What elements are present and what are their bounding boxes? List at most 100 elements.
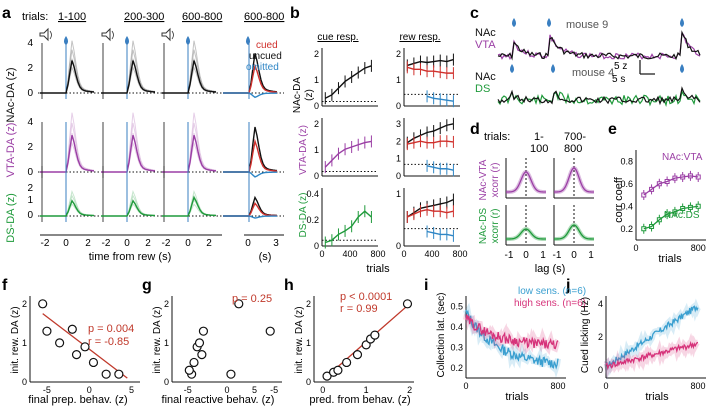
a-xtick: 2 — [85, 238, 91, 249]
scale-s: 5 s — [612, 74, 625, 85]
speaker-icon — [101, 27, 114, 42]
data-point — [265, 326, 275, 336]
xtick: -5 — [43, 385, 51, 395]
panel-g-letter: g — [142, 277, 152, 294]
data-point — [55, 338, 65, 348]
b-ytick: 1 — [396, 189, 401, 199]
panel-a-trials-label: trials: — [22, 11, 48, 23]
trial-trace — [101, 40, 156, 94]
b-ytick: 2 — [396, 136, 401, 146]
series-line — [643, 205, 699, 230]
b-xtick: 800 — [370, 249, 385, 259]
water-drop-icon — [510, 64, 514, 73]
panel-a-row-label-ds: DS-DA (z) — [5, 193, 17, 243]
data-point — [333, 365, 343, 375]
trial-trace — [40, 112, 95, 173]
d-xtick: 1 — [588, 250, 594, 261]
xtick: 800 — [690, 381, 705, 391]
panel-h-stat-p: p < 0.0001 — [340, 291, 392, 303]
panel-c-vta-label: VTA — [475, 39, 496, 51]
panel-d-plots — [505, 158, 595, 246]
b-xtick: 400 — [424, 249, 439, 259]
panel-g-stat-p: p = 0.25 — [232, 293, 272, 305]
panel-a-row-label-vta: VTA-DA (z) — [5, 123, 17, 178]
panel-e-series1-label: NAc:VTA — [662, 152, 703, 163]
b-ytick: 0 — [396, 241, 401, 251]
speaker-icon — [39, 27, 52, 42]
data-point — [184, 365, 194, 375]
data-point — [226, 369, 236, 379]
mean-trace — [162, 135, 217, 173]
panel-c-mouse9: mouse 9 — [566, 19, 608, 31]
xtick: -5 — [184, 385, 192, 395]
data-point — [101, 369, 111, 379]
panel-j-xlabel: trials — [645, 391, 669, 403]
d-xtick: -1 — [505, 250, 514, 261]
a-xlabel-right: (s) — [259, 251, 272, 263]
panel-a-col3-header: 600-800 — [182, 11, 222, 23]
b-xtick: 400 — [342, 249, 357, 259]
panel-b-row-nac-unit: (z) — [304, 89, 315, 101]
ytick: 2 — [306, 299, 311, 309]
panel-i-legend-high: high sens. (n=6) — [514, 298, 586, 309]
ytick: 0 — [306, 377, 311, 387]
data-point — [67, 324, 77, 334]
b-xtick: 800 — [452, 249, 467, 259]
panel-h-xlabel: pred. from behav. (z) — [309, 394, 410, 406]
data-point — [342, 357, 352, 368]
panel-d-col1-b: 100 — [530, 143, 548, 155]
panel-f-stat-r: r = -0.85 — [88, 336, 129, 348]
data-point — [71, 350, 82, 360]
xtick: 800 — [550, 381, 565, 391]
legend-cued: cued — [256, 40, 278, 51]
water-drop-icon — [186, 36, 190, 45]
a-xtick: 0 — [124, 238, 130, 249]
cued-trace — [223, 138, 278, 173]
mean-trace — [40, 135, 95, 173]
ytick: 2 — [164, 299, 169, 309]
data-point — [402, 299, 413, 309]
panel-f-xlabel: final prep. behav. (z) — [28, 394, 127, 406]
b-ytick: 0 — [314, 171, 319, 181]
series-line-cued — [407, 209, 454, 218]
series-line-cued — [324, 65, 372, 99]
b-ytick: 2 — [396, 49, 401, 59]
panel-c-mouse4: mouse 4 — [572, 67, 614, 79]
ytick: 1 — [306, 338, 311, 348]
a-ytick: 4 — [27, 117, 33, 128]
panel-d-col2-a: 700- — [564, 131, 586, 143]
b-ytick: 1 — [396, 75, 401, 85]
ytick: 1 — [164, 338, 169, 348]
data-point — [88, 357, 99, 368]
panel-a-traces — [38, 40, 284, 222]
ytick: 1 — [22, 338, 27, 348]
speaker-icon — [161, 27, 174, 42]
a-xtick: -2 — [162, 238, 171, 249]
a-xlabel: time from rew (s) — [89, 251, 172, 263]
water-drop-icon — [64, 36, 68, 45]
b-ytick: 2 — [314, 119, 319, 129]
xtick: 0 — [320, 385, 325, 395]
mean-line — [465, 309, 559, 370]
trial-trace — [162, 112, 217, 173]
xtick: 2 — [407, 385, 412, 395]
legend-omitted: omitted — [246, 62, 279, 73]
panel-c-nac-label: NAc — [475, 27, 496, 39]
a-ytick: 2 — [27, 183, 33, 194]
vta-trace — [497, 30, 701, 61]
mean-line — [465, 314, 559, 350]
a-xtick: 2 — [206, 238, 212, 249]
ytick: 0.4 — [450, 322, 463, 332]
xtick: 1 — [364, 385, 369, 395]
e-ytick: 0.2 — [620, 224, 633, 234]
panel-d-trials-label: trials: — [484, 131, 510, 143]
mean-trace — [40, 199, 95, 217]
panel-a-col1-header: 1-100 — [58, 11, 86, 23]
ytick: 0 — [164, 377, 169, 387]
panel-i-ylabel: Collection lat. (sec) — [436, 292, 447, 377]
a-ytick: 0 — [27, 167, 33, 178]
b-xtick: 0 — [319, 249, 324, 259]
b-ytick: 1 — [314, 145, 319, 155]
series-line-cued — [407, 140, 454, 145]
